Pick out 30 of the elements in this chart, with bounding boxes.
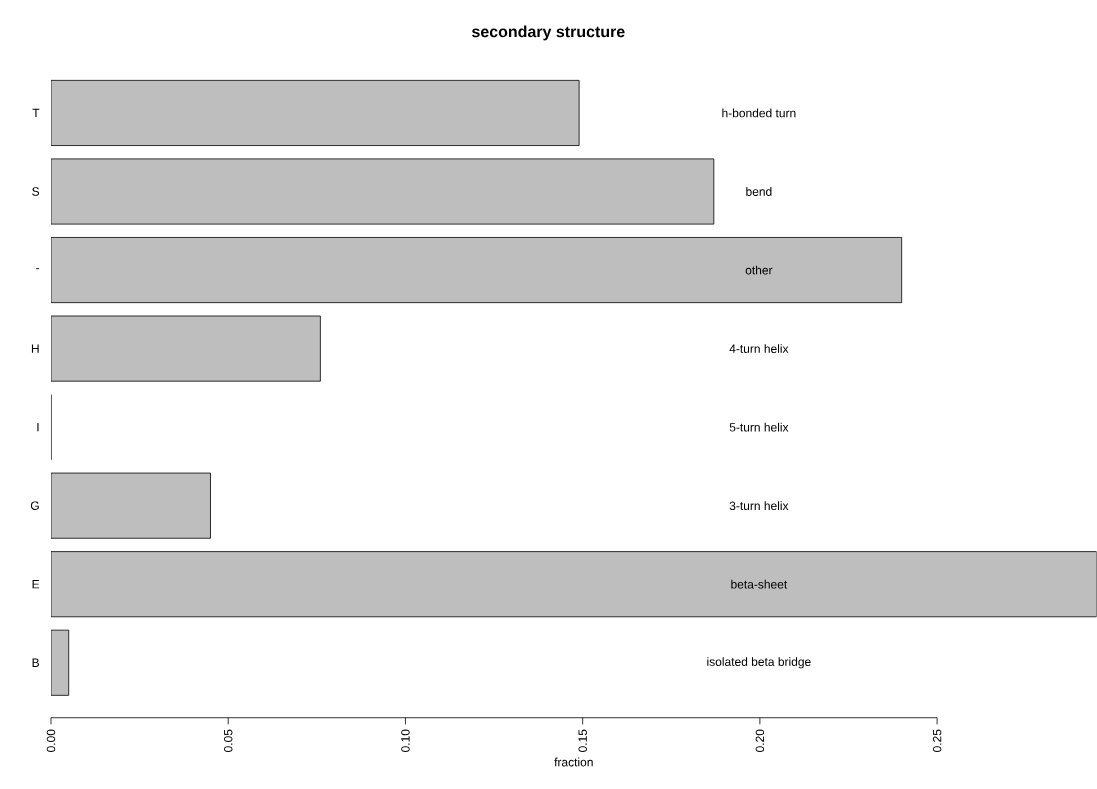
- annotation: other: [745, 265, 773, 275]
- bar: [50, 80, 580, 147]
- annotation: bend: [746, 187, 772, 197]
- y-tick-label: S: [32, 187, 40, 196]
- annotation: 5-turn helix: [729, 422, 789, 432]
- y-tick-label: -: [36, 268, 40, 270]
- y-tick-label: H: [31, 344, 39, 353]
- annotation: h-bonded turn: [722, 108, 796, 118]
- annotation: 3-turn helix: [729, 501, 789, 511]
- annotation: 4-turn helix: [729, 344, 789, 354]
- annotation: beta-sheet: [731, 579, 788, 589]
- x-tick-label: 0.25: [932, 729, 942, 753]
- x-tick-label: 0.00: [46, 729, 56, 753]
- bar: [50, 237, 903, 304]
- chart-title: secondary structure: [472, 25, 625, 41]
- x-tick-label: 0.05: [223, 729, 233, 753]
- y-tick-label: I: [37, 423, 39, 432]
- bar: [50, 551, 1097, 618]
- y-tick-label: G: [30, 501, 39, 511]
- y-tick-label: T: [32, 108, 40, 118]
- annotation: isolated beta bridge: [707, 657, 811, 669]
- y-tick-label: E: [32, 580, 40, 589]
- x-axis-title: fraction: [554, 757, 593, 767]
- bar: [50, 315, 321, 382]
- bar: [50, 472, 211, 539]
- x-tick-label: 0.20: [755, 729, 765, 753]
- x-tick-label: 0.15: [578, 729, 587, 753]
- y-tick-label: B: [32, 658, 39, 668]
- bar: [50, 158, 715, 225]
- x-tick-label: 0.10: [401, 729, 410, 753]
